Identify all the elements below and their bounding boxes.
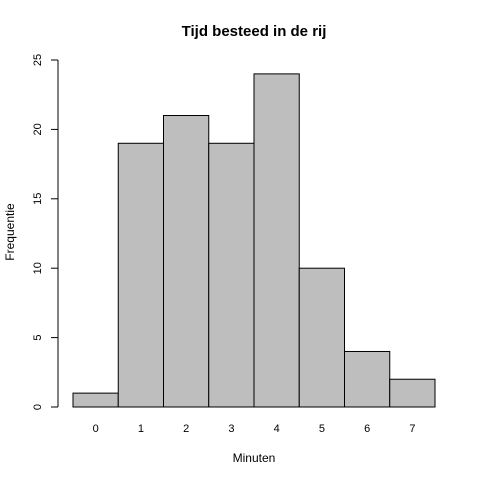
bar-0: [72, 392, 119, 408]
y-axis-label: Frequentie: [3, 203, 17, 261]
y-tick-label-0: 0: [32, 404, 44, 410]
bar-6: [344, 350, 391, 408]
y-tick-label-15: 15: [32, 193, 44, 205]
x-axis-label: Minuten: [233, 451, 276, 465]
x-tick-label-5: 5: [319, 423, 325, 435]
x-tick-label-7: 7: [409, 423, 415, 435]
x-tick-label-4: 4: [274, 423, 280, 435]
x-tick-label-1: 1: [138, 423, 144, 435]
x-tick-label-2: 2: [183, 423, 189, 435]
y-tick-label-5: 5: [32, 335, 44, 341]
y-axis: 0 5 10 15 20 25: [32, 54, 59, 410]
y-tick-label-25: 25: [32, 54, 44, 66]
x-axis: 0 1 2 3 4 5 6 7: [93, 423, 416, 435]
bar-2: [163, 115, 210, 408]
bar-4: [253, 73, 300, 408]
bar-5: [298, 267, 345, 408]
x-tick-label-3: 3: [228, 423, 234, 435]
bars-group: [72, 73, 436, 408]
bar-7: [389, 378, 436, 408]
x-tick-label-6: 6: [364, 423, 370, 435]
y-tick-label-20: 20: [32, 123, 44, 135]
bar-1: [117, 142, 164, 408]
y-tick-label-10: 10: [32, 262, 44, 274]
chart-title: Tijd besteed in de rij: [182, 23, 327, 40]
x-tick-label-0: 0: [93, 423, 99, 435]
bar-3: [208, 142, 255, 408]
